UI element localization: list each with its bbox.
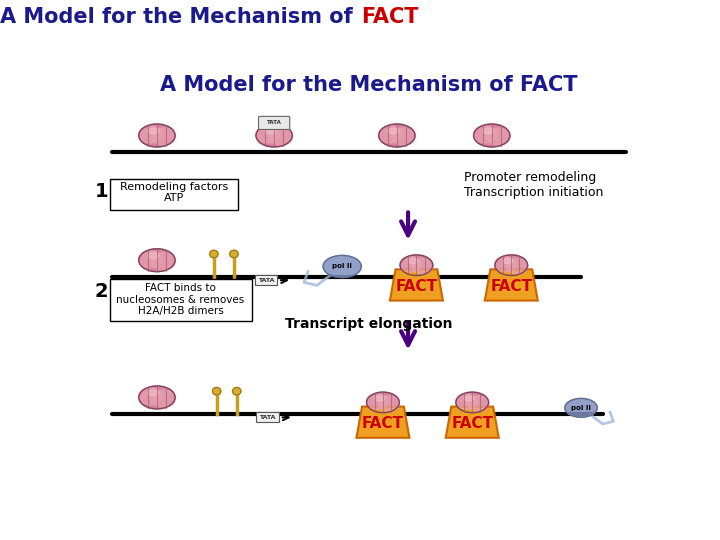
Ellipse shape — [256, 124, 292, 147]
Ellipse shape — [378, 396, 400, 411]
Polygon shape — [446, 407, 499, 438]
Text: A Model for the Mechanism of: A Model for the Mechanism of — [0, 7, 360, 27]
Ellipse shape — [148, 128, 159, 134]
Text: TATA: TATA — [266, 120, 282, 125]
Ellipse shape — [148, 390, 159, 396]
Ellipse shape — [564, 399, 598, 417]
Ellipse shape — [400, 256, 421, 272]
Text: FACT: FACT — [451, 416, 493, 431]
Text: FACT binds to
nucleosomes & removes
H2A/H2B dimers: FACT binds to nucleosomes & removes H2A/… — [116, 283, 245, 316]
Ellipse shape — [392, 128, 415, 145]
Ellipse shape — [379, 126, 402, 143]
Polygon shape — [356, 407, 410, 438]
Text: 2: 2 — [94, 282, 108, 301]
Ellipse shape — [474, 126, 497, 143]
Ellipse shape — [375, 396, 384, 401]
Ellipse shape — [265, 128, 276, 134]
Ellipse shape — [139, 249, 175, 272]
Ellipse shape — [379, 124, 415, 147]
Text: pol II: pol II — [332, 264, 352, 269]
Text: Promoter remodeling
Transcription initiation: Promoter remodeling Transcription initia… — [464, 171, 603, 199]
Ellipse shape — [233, 388, 241, 395]
Ellipse shape — [400, 255, 433, 275]
Text: TATA: TATA — [259, 415, 276, 420]
Ellipse shape — [210, 250, 218, 258]
Ellipse shape — [456, 392, 489, 413]
Ellipse shape — [269, 128, 292, 145]
Ellipse shape — [456, 394, 477, 409]
FancyBboxPatch shape — [258, 116, 289, 130]
Text: FACT: FACT — [395, 279, 438, 294]
Text: Remodeling factors
ATP: Remodeling factors ATP — [120, 181, 228, 203]
Ellipse shape — [482, 128, 494, 134]
Ellipse shape — [139, 386, 175, 409]
Ellipse shape — [323, 255, 361, 278]
Ellipse shape — [152, 253, 175, 270]
Text: 1: 1 — [94, 182, 108, 201]
Ellipse shape — [467, 396, 489, 411]
Ellipse shape — [139, 388, 162, 405]
Ellipse shape — [366, 394, 387, 409]
Polygon shape — [485, 269, 538, 301]
Ellipse shape — [495, 256, 516, 272]
Ellipse shape — [464, 396, 474, 401]
FancyBboxPatch shape — [109, 279, 252, 321]
Ellipse shape — [230, 250, 238, 258]
FancyBboxPatch shape — [256, 413, 279, 422]
Ellipse shape — [408, 259, 418, 264]
Ellipse shape — [148, 253, 159, 259]
Text: FACT: FACT — [490, 279, 532, 294]
Text: A Model for the Mechanism of FACT: A Model for the Mechanism of FACT — [161, 75, 577, 95]
Ellipse shape — [474, 124, 510, 147]
Ellipse shape — [366, 392, 400, 413]
Ellipse shape — [212, 388, 221, 395]
Text: pol II: pol II — [571, 405, 591, 411]
FancyBboxPatch shape — [255, 275, 277, 285]
Ellipse shape — [388, 128, 399, 134]
Ellipse shape — [152, 390, 175, 407]
Ellipse shape — [139, 251, 162, 268]
Text: Transcript elongation: Transcript elongation — [285, 317, 453, 331]
Ellipse shape — [495, 255, 528, 275]
Text: FACT: FACT — [361, 7, 418, 27]
Ellipse shape — [503, 259, 513, 264]
Ellipse shape — [152, 128, 175, 145]
Polygon shape — [390, 269, 443, 301]
Ellipse shape — [139, 124, 175, 147]
FancyBboxPatch shape — [109, 179, 238, 210]
Text: TATA: TATA — [258, 278, 274, 282]
Ellipse shape — [487, 128, 510, 145]
Ellipse shape — [507, 259, 528, 274]
Ellipse shape — [139, 126, 162, 143]
Ellipse shape — [256, 126, 279, 143]
Ellipse shape — [412, 259, 433, 274]
Text: FACT: FACT — [362, 416, 404, 431]
